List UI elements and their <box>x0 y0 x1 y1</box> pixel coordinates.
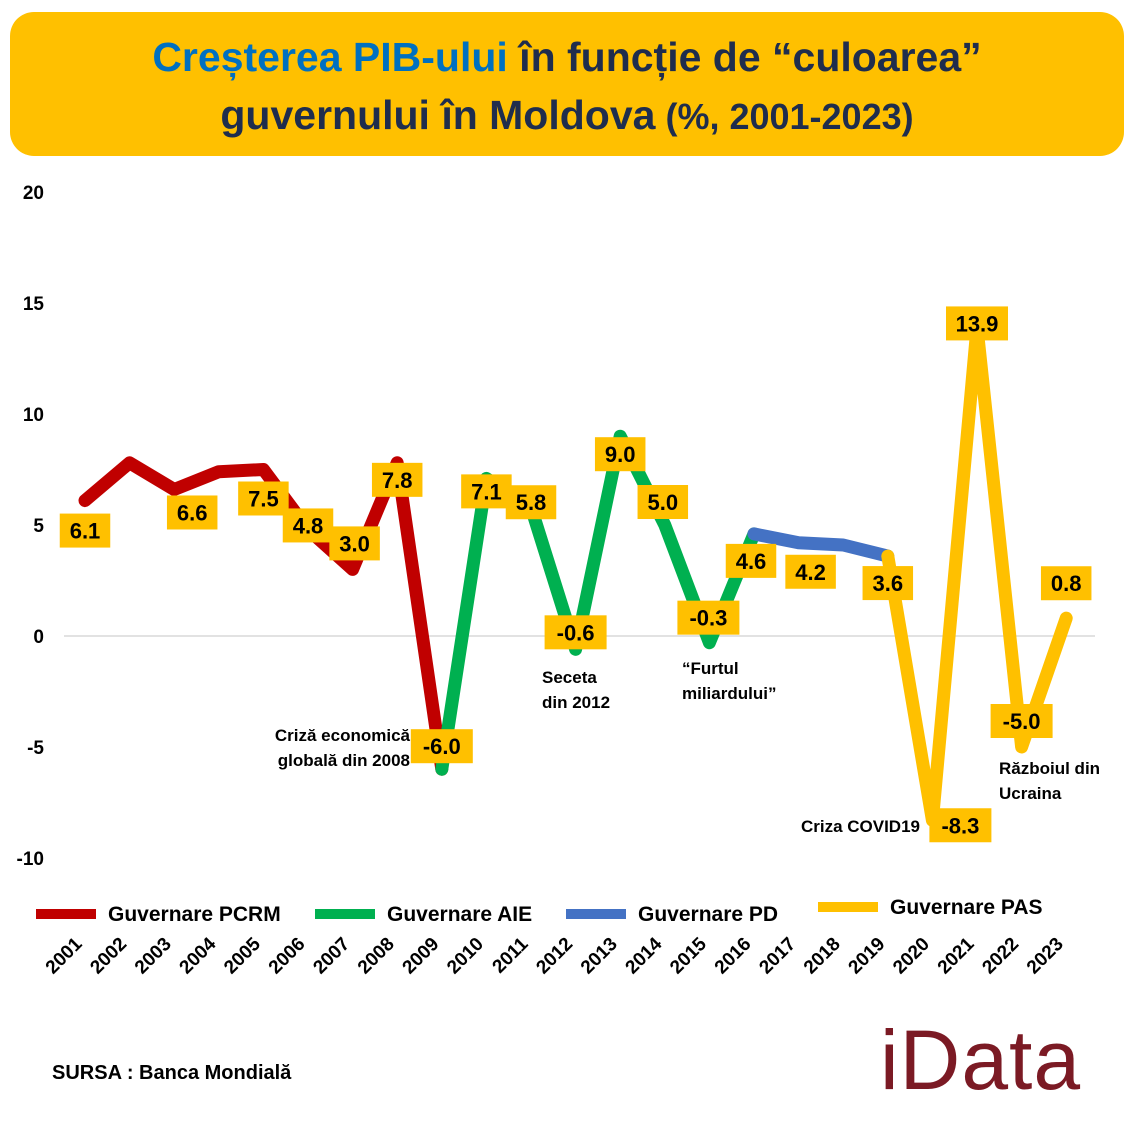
y-tick-label: 10 <box>23 405 44 426</box>
x-tick-label: 2022 <box>978 934 1023 979</box>
y-tick-label: -5 <box>27 738 44 759</box>
value-label-box <box>1040 566 1092 601</box>
x-tick-label: 2010 <box>443 934 488 979</box>
value-label-box <box>505 485 557 520</box>
annotation-text: Războiul din <box>999 759 1100 778</box>
value-label-box <box>946 306 1008 341</box>
x-tick-label: 2018 <box>800 934 845 979</box>
x-tick-label: 2019 <box>845 934 890 979</box>
x-tick-label: 2006 <box>265 934 310 979</box>
value-label-box <box>990 704 1053 738</box>
chart-title-line-1: Creșterea PIB-ului în funcție de “culoar… <box>10 34 1124 81</box>
value-label-box <box>929 808 992 843</box>
value-label-box <box>282 508 334 543</box>
x-tick-label: 2005 <box>220 933 265 978</box>
y-tick-label: 5 <box>33 516 44 537</box>
x-tick-label: 2014 <box>622 933 667 978</box>
y-tick-label: 0 <box>33 627 44 648</box>
x-tick-label: 2002 <box>86 934 131 979</box>
source-note: SURSA : Banca Mondială <box>52 1062 292 1084</box>
value-label: 6.1 <box>70 519 101 544</box>
title-banner: Creșterea PIB-ului în funcție de “culoar… <box>10 12 1124 156</box>
annotation-text: “Furtul <box>682 659 739 678</box>
value-label-box <box>594 437 646 472</box>
series-line-guvernare-pas <box>881 320 1073 827</box>
annotation-text: Seceta <box>542 668 597 687</box>
title-country: guvernului în Moldova <box>220 92 656 138</box>
x-tick-label: 2001 <box>42 933 87 978</box>
annotation-text: Ucraina <box>999 784 1062 803</box>
value-label-box <box>677 600 740 635</box>
value-label: 3.0 <box>339 531 370 556</box>
x-tick-label: 2012 <box>532 934 577 979</box>
value-label: -0.6 <box>557 620 595 645</box>
value-label: 4.2 <box>795 560 826 585</box>
value-label-box <box>371 462 423 497</box>
title-highlight: Creșterea PIB-ului <box>152 34 508 80</box>
value-label-box <box>461 474 512 509</box>
legend-label: Guvernare AIE <box>387 903 532 926</box>
y-tick-label: 20 <box>23 183 44 204</box>
title-units: (%, 2001-2023) <box>655 96 914 137</box>
idata-logo: iData <box>880 1013 1082 1107</box>
chart-title-line-2: guvernului în Moldova (%, 2001-2023) <box>10 92 1124 139</box>
value-label-box <box>329 526 380 561</box>
value-label-box <box>637 485 689 519</box>
y-tick-label: -10 <box>17 849 44 870</box>
value-label: 4.6 <box>736 549 767 574</box>
value-label-box <box>59 513 111 548</box>
series-line-guvernare-pcrm <box>78 456 449 776</box>
x-tick-label: 2017 <box>755 934 800 979</box>
x-tick-label: 2023 <box>1023 934 1068 979</box>
annotation-text: din 2012 <box>542 693 610 712</box>
value-label: 13.9 <box>956 311 999 336</box>
title-rest: în funcție de “culoarea” <box>507 34 982 80</box>
value-label: 7.5 <box>248 487 279 512</box>
value-label: 5.0 <box>648 490 679 515</box>
annotation-text: globală din 2008 <box>278 751 410 770</box>
value-label: 5.8 <box>516 490 547 515</box>
x-tick-label: 2007 <box>309 934 354 979</box>
annotation-text: Criza COVID19 <box>801 817 920 836</box>
value-label-box <box>166 495 218 530</box>
legend-label: Guvernare PAS <box>890 896 1043 919</box>
x-tick-label: 2015 <box>666 933 711 978</box>
value-label: -5.0 <box>1003 709 1041 734</box>
value-label: 6.6 <box>177 500 208 525</box>
value-label: 4.8 <box>293 513 324 538</box>
value-label: -6.0 <box>423 734 461 759</box>
legend-label: Guvernare PCRM <box>108 903 281 926</box>
series-line-guvernare-pd <box>747 527 895 563</box>
x-tick-label: 2021 <box>934 933 979 978</box>
value-label-box <box>862 566 914 601</box>
value-label: 7.8 <box>382 468 413 493</box>
annotation-text: miliardului” <box>682 684 776 703</box>
value-label: 9.0 <box>605 442 636 467</box>
value-label: -0.3 <box>689 606 727 631</box>
annotation-text: Criză economică <box>275 726 411 745</box>
value-label: 7.1 <box>471 479 502 504</box>
value-label-box <box>725 543 777 578</box>
y-tick-label: 15 <box>23 294 45 315</box>
x-tick-label: 2003 <box>131 934 176 979</box>
x-tick-label: 2016 <box>711 934 756 979</box>
x-tick-label: 2008 <box>354 934 399 979</box>
legend-label: Guvernare PD <box>638 903 778 926</box>
x-tick-label: 2013 <box>577 934 622 979</box>
x-tick-label: 2004 <box>176 933 221 978</box>
x-tick-label: 2020 <box>889 934 934 979</box>
value-label-box <box>785 554 836 589</box>
value-label: -8.3 <box>941 813 979 838</box>
value-label: 3.6 <box>873 571 904 596</box>
x-tick-label: 2009 <box>399 934 444 979</box>
x-tick-label: 2011 <box>489 933 533 977</box>
value-label-box <box>238 481 289 516</box>
value-label-box <box>544 615 607 650</box>
value-label: 0.8 <box>1051 571 1082 596</box>
value-label-box <box>410 729 473 764</box>
